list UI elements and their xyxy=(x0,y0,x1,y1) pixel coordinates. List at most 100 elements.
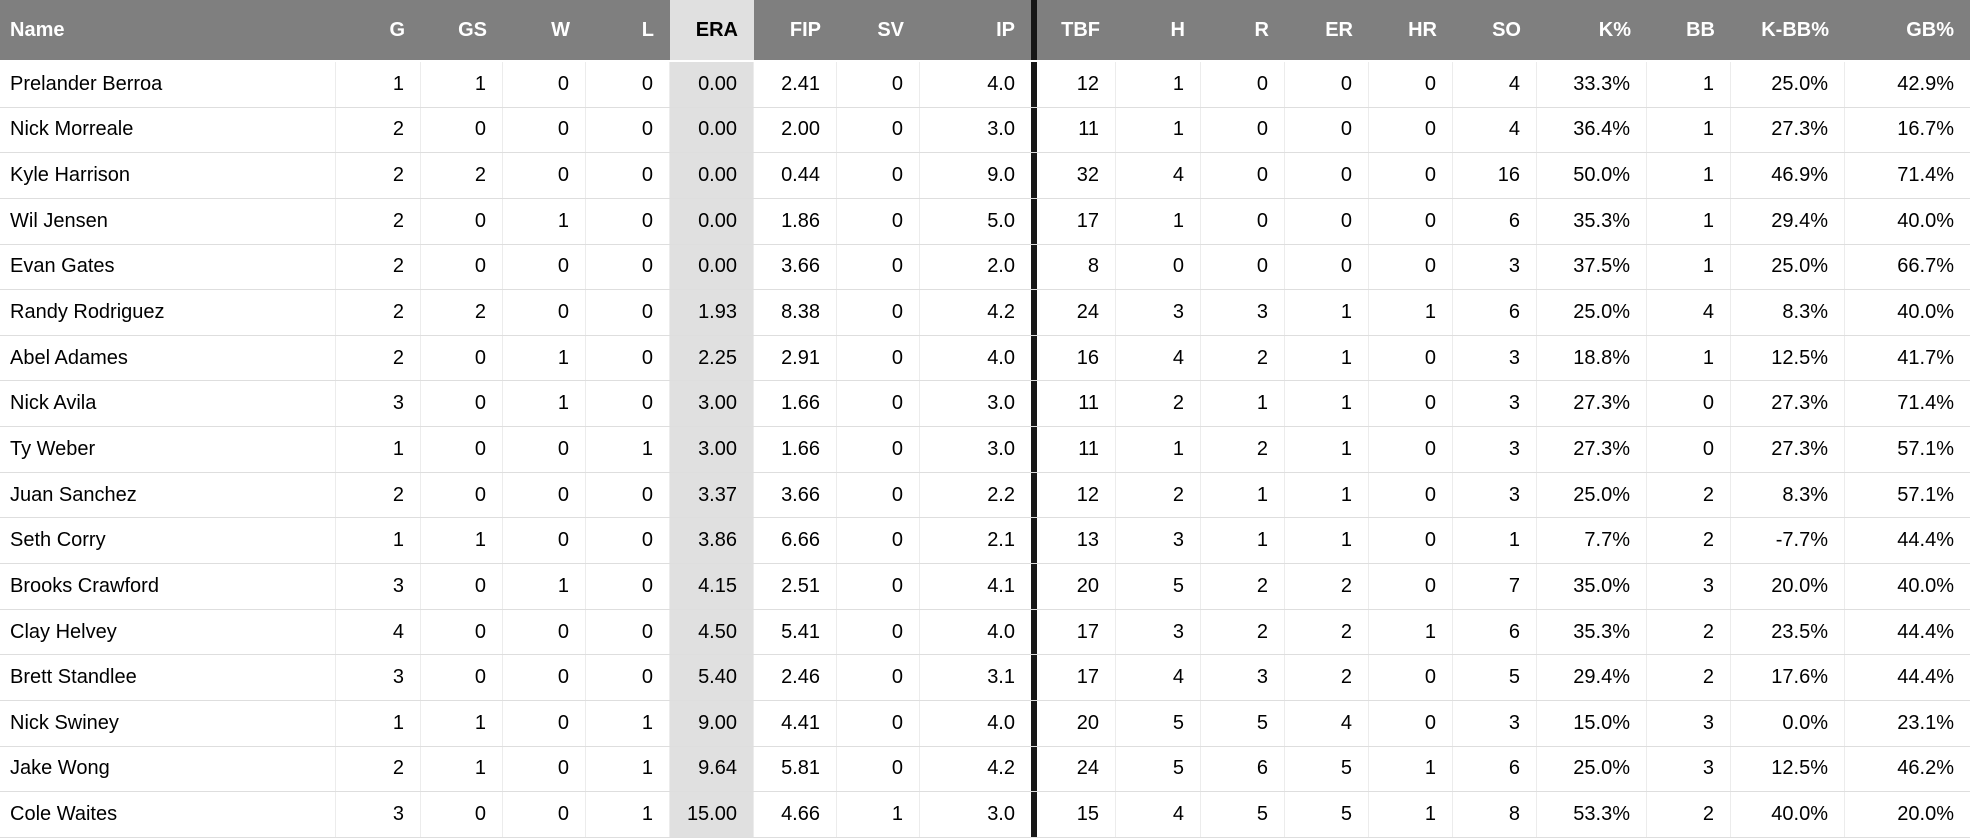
cell-ip: 4.2 xyxy=(920,290,1037,335)
cell-ip: 2.1 xyxy=(920,518,1037,564)
cell-tbf: 11 xyxy=(1037,427,1116,472)
cell-k_pct: 25.0% xyxy=(1537,290,1647,335)
cell-tbf: 11 xyxy=(1037,381,1116,427)
cell-era: 1.93 xyxy=(670,290,754,335)
col-header-tbf[interactable]: TBF xyxy=(1061,18,1100,41)
col-header-name[interactable]: Name xyxy=(10,18,65,41)
cell-tbf: 12 xyxy=(1037,472,1116,518)
col-header-gb_pct[interactable]: GB% xyxy=(1906,18,1954,41)
cell-era: 0.00 xyxy=(670,107,754,153)
col-header-l[interactable]: L xyxy=(641,18,654,41)
cell-r: 5 xyxy=(1201,700,1285,746)
cell-er: 2 xyxy=(1285,655,1369,700)
table-row: Kyle Harrison 2 2 0 0 0.00 0.44 0 9.0 32 4 0 0 0 16 50.… xyxy=(0,153,1970,199)
cell-hr: 0 xyxy=(1369,381,1453,427)
cell-era: 5.40 xyxy=(670,655,754,700)
cell-tbf: 20 xyxy=(1037,564,1116,609)
cell-er: 1 xyxy=(1285,335,1369,381)
cell-era: 15.00 xyxy=(670,792,754,837)
cell-bb: 2 xyxy=(1647,518,1731,564)
cell-k_bb_pct: 8.3% xyxy=(1731,290,1845,335)
cell-fip: 2.46 xyxy=(754,655,837,700)
cell-bb: 1 xyxy=(1647,153,1731,198)
cell-fip: 1.86 xyxy=(754,198,837,244)
col-header-sv[interactable]: SV xyxy=(877,18,904,41)
cell-name: Kyle Harrison xyxy=(0,153,336,198)
cell-hr: 0 xyxy=(1369,564,1453,609)
cell-g: 2 xyxy=(336,335,421,381)
cell-name: Seth Corry xyxy=(0,518,336,564)
cell-k_bb_pct: 25.0% xyxy=(1731,62,1845,107)
table-row: Nick Swiney 1 1 0 1 9.00 4.41 0 4.0 20 5 5 4 0 3 15.0% 3… xyxy=(0,700,1970,747)
cell-h: 4 xyxy=(1116,153,1201,198)
cell-g: 2 xyxy=(336,153,421,198)
cell-g: 2 xyxy=(336,107,421,153)
cell-gs: 1 xyxy=(421,62,503,107)
col-header-k_pct[interactable]: K% xyxy=(1598,18,1631,41)
col-header-bb[interactable]: BB xyxy=(1686,18,1715,41)
cell-w: 0 xyxy=(503,427,586,472)
cell-sv: 0 xyxy=(837,518,920,564)
cell-era: 4.50 xyxy=(670,609,754,655)
cell-name: Brett Standlee xyxy=(0,655,336,700)
cell-name: Nick Swiney xyxy=(0,700,336,746)
cell-bb: 2 xyxy=(1647,472,1731,518)
cell-er: 0 xyxy=(1285,198,1369,244)
col-header-er[interactable]: ER xyxy=(1325,18,1353,41)
table-row: Seth Corry 1 1 0 0 3.86 6.66 0 2.1 13 3 1 1 0 1 7.7% 2 -7… xyxy=(0,518,1970,565)
cell-h: 3 xyxy=(1116,609,1201,655)
cell-k_pct: 27.3% xyxy=(1537,427,1647,472)
cell-tbf: 20 xyxy=(1037,700,1116,746)
cell-er: 0 xyxy=(1285,153,1369,198)
cell-hr: 0 xyxy=(1369,655,1453,700)
col-header-era[interactable]: ERA xyxy=(670,0,754,60)
cell-k_bb_pct: 27.3% xyxy=(1731,381,1845,427)
col-header-hr[interactable]: HR xyxy=(1408,18,1437,41)
col-header-g[interactable]: G xyxy=(389,18,405,41)
cell-gs: 1 xyxy=(421,700,503,746)
col-header-k_bb_pct[interactable]: K-BB% xyxy=(1761,18,1829,41)
cell-sv: 0 xyxy=(837,290,920,335)
cell-k_pct: 35.3% xyxy=(1537,198,1647,244)
cell-tbf: 17 xyxy=(1037,609,1116,655)
cell-fip: 2.41 xyxy=(754,62,837,107)
cell-w: 0 xyxy=(503,62,586,107)
cell-g: 4 xyxy=(336,609,421,655)
table-row: Jake Wong 2 1 0 1 9.64 5.81 0 4.2 24 5 6 5 1 6 25.0% 3 12… xyxy=(0,746,1970,793)
cell-er: 0 xyxy=(1285,107,1369,153)
cell-k_pct: 15.0% xyxy=(1537,700,1647,746)
cell-bb: 1 xyxy=(1647,198,1731,244)
cell-tbf: 8 xyxy=(1037,244,1116,290)
cell-r: 5 xyxy=(1201,792,1285,837)
cell-hr: 0 xyxy=(1369,244,1453,290)
cell-so: 3 xyxy=(1453,381,1537,427)
cell-era: 3.86 xyxy=(670,518,754,564)
table-row: Brett Standlee 3 0 0 0 5.40 2.46 0 3.1 17 4 3 2 0 5 29.… xyxy=(0,655,1970,701)
cell-g: 2 xyxy=(336,244,421,290)
cell-era: 4.15 xyxy=(670,564,754,609)
cell-sv: 0 xyxy=(837,381,920,427)
col-header-w[interactable]: W xyxy=(551,18,570,41)
col-header-so[interactable]: SO xyxy=(1492,18,1521,41)
cell-tbf: 17 xyxy=(1037,655,1116,700)
col-header-fip[interactable]: FIP xyxy=(789,18,821,41)
cell-h: 5 xyxy=(1116,564,1201,609)
col-header-r[interactable]: R xyxy=(1254,18,1269,41)
cell-name: Jake Wong xyxy=(0,746,336,792)
cell-w: 0 xyxy=(503,518,586,564)
cell-w: 0 xyxy=(503,107,586,153)
cell-w: 0 xyxy=(503,244,586,290)
cell-gb_pct: 44.4% xyxy=(1897,666,1954,689)
table-row: Cole Waites 3 0 0 1 15.00 4.66 1 3.0 15 4 5 5 1 8 53.3%… xyxy=(0,792,1970,838)
cell-name: Prelander Berroa xyxy=(0,62,336,107)
col-header-ip[interactable]: IP xyxy=(920,0,1037,60)
cell-k_bb_pct: 8.3% xyxy=(1731,472,1845,518)
col-header-h[interactable]: H xyxy=(1170,18,1185,41)
cell-fip: 4.66 xyxy=(754,792,837,837)
cell-so: 5 xyxy=(1453,655,1537,700)
cell-r: 2 xyxy=(1201,564,1285,609)
col-header-gs[interactable]: GS xyxy=(458,18,487,41)
cell-w: 0 xyxy=(503,290,586,335)
cell-name: Wil Jensen xyxy=(0,198,336,244)
cell-fip: 4.41 xyxy=(754,700,837,746)
